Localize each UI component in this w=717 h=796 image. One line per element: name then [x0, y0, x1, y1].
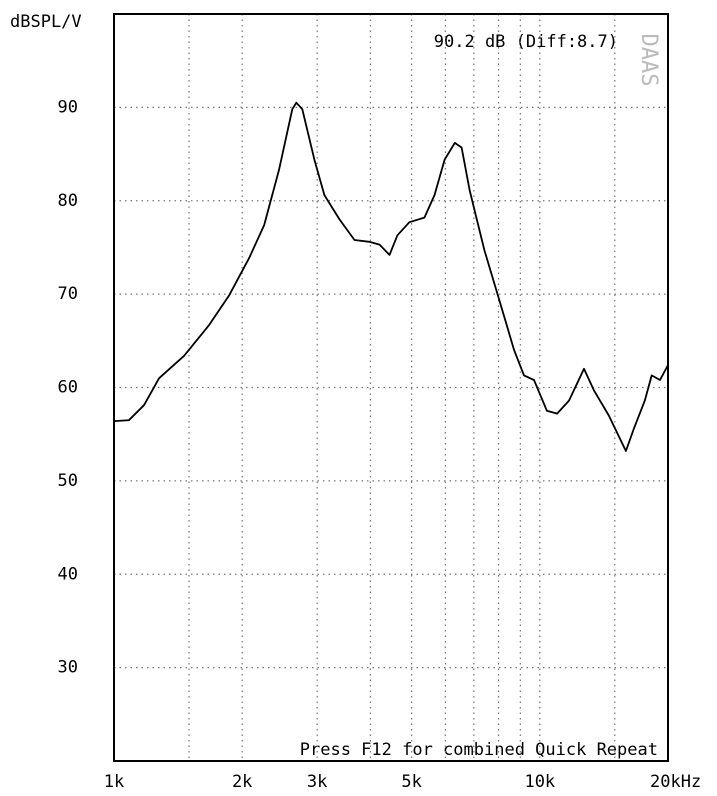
watermark: DAAS	[636, 34, 661, 87]
y-axis-label: dBSPL/V	[10, 12, 82, 32]
y-tick-label: 90	[58, 97, 78, 117]
footer-note: Press F12 for combined Quick Repeat	[300, 740, 658, 760]
x-tick-label: 20kHz	[650, 772, 701, 792]
y-tick-label: 60	[58, 378, 78, 398]
y-tick-label: 30	[58, 658, 78, 678]
y-tick-label: 40	[58, 564, 78, 584]
x-tick-label: 1k	[104, 772, 124, 792]
x-tick-label: 3k	[307, 772, 327, 792]
y-tick-label: 80	[58, 191, 78, 211]
response-line	[113, 101, 669, 452]
x-tick-label: 10k	[524, 772, 555, 792]
plot-frame	[113, 13, 669, 762]
x-tick-label: 5k	[401, 772, 421, 792]
x-tick-label: 2k	[232, 772, 252, 792]
y-tick-label: 50	[58, 471, 78, 491]
y-tick-label: 70	[58, 284, 78, 304]
annotation: 90.2 dB (Diff:8.7)	[434, 32, 618, 52]
